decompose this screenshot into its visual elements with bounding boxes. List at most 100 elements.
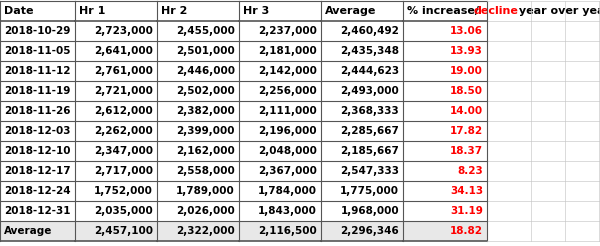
Text: 2,493,000: 2,493,000 — [340, 86, 399, 96]
Bar — [157, 81, 239, 101]
Text: decline: decline — [473, 6, 518, 16]
Text: 2,460,492: 2,460,492 — [340, 26, 399, 36]
Bar — [75, 41, 157, 61]
Bar — [239, 201, 321, 221]
Bar — [75, 1, 157, 21]
Text: 2,322,000: 2,322,000 — [176, 226, 235, 236]
Bar — [0, 81, 75, 101]
Bar — [321, 61, 403, 81]
Bar — [321, 1, 403, 21]
Text: 2,612,000: 2,612,000 — [94, 106, 153, 116]
Text: 17.82: 17.82 — [450, 126, 483, 136]
Bar — [565, 61, 599, 81]
Bar — [157, 141, 239, 161]
Text: 2,723,000: 2,723,000 — [94, 26, 153, 36]
Bar — [531, 41, 565, 61]
Text: 2,347,000: 2,347,000 — [94, 146, 153, 156]
Text: 19.00: 19.00 — [450, 66, 483, 76]
Bar — [531, 81, 565, 101]
Bar — [403, 181, 487, 201]
Bar — [487, 1, 531, 21]
Text: 18.82: 18.82 — [450, 226, 483, 236]
Text: 2,285,667: 2,285,667 — [340, 126, 399, 136]
Text: 31.19: 31.19 — [450, 206, 483, 216]
Text: 1,775,000: 1,775,000 — [340, 186, 399, 196]
Bar — [487, 141, 531, 161]
Bar — [403, 161, 487, 181]
Bar — [487, 101, 531, 121]
Bar — [531, 101, 565, 121]
Bar — [599, 81, 600, 101]
Bar — [75, 81, 157, 101]
Text: 2,455,000: 2,455,000 — [176, 26, 235, 36]
Text: 2,382,000: 2,382,000 — [176, 106, 235, 116]
Bar — [0, 221, 75, 241]
Bar — [157, 41, 239, 61]
Text: Hr 3: Hr 3 — [243, 6, 269, 16]
Text: 1,843,000: 1,843,000 — [258, 206, 317, 216]
Bar — [0, 21, 75, 41]
Bar — [599, 181, 600, 201]
Text: 2,296,346: 2,296,346 — [340, 226, 399, 236]
Text: 2,435,348: 2,435,348 — [340, 46, 399, 56]
Bar — [403, 221, 487, 241]
Bar — [239, 181, 321, 201]
Bar — [599, 101, 600, 121]
Bar — [487, 161, 531, 181]
Bar — [321, 21, 403, 41]
Bar — [157, 161, 239, 181]
Text: 2,111,000: 2,111,000 — [258, 106, 317, 116]
Bar — [157, 1, 239, 21]
Text: 2018-12-24: 2018-12-24 — [4, 186, 71, 196]
Bar — [321, 181, 403, 201]
Bar — [565, 221, 599, 241]
Text: 2,367,000: 2,367,000 — [258, 166, 317, 176]
Text: 2018-12-10: 2018-12-10 — [4, 146, 71, 156]
Bar — [531, 181, 565, 201]
Bar — [403, 61, 487, 81]
Bar — [403, 121, 487, 141]
Bar — [321, 121, 403, 141]
Bar — [403, 41, 487, 61]
Bar — [565, 181, 599, 201]
Bar — [487, 121, 531, 141]
Bar — [239, 61, 321, 81]
Bar — [599, 121, 600, 141]
Text: 2018-11-19: 2018-11-19 — [4, 86, 70, 96]
Bar — [75, 181, 157, 201]
Text: 1,784,000: 1,784,000 — [258, 186, 317, 196]
Bar — [239, 21, 321, 41]
Bar — [565, 141, 599, 161]
Text: 2,721,000: 2,721,000 — [94, 86, 153, 96]
Bar — [0, 181, 75, 201]
Bar — [531, 201, 565, 221]
Text: 18.50: 18.50 — [450, 86, 483, 96]
Bar — [565, 1, 599, 21]
Bar — [0, 161, 75, 181]
Text: 2,502,000: 2,502,000 — [176, 86, 235, 96]
Bar — [0, 201, 75, 221]
Bar — [531, 1, 565, 21]
Text: 34.13: 34.13 — [450, 186, 483, 196]
Bar — [599, 1, 600, 21]
Text: year over year: year over year — [515, 6, 600, 16]
Bar — [239, 81, 321, 101]
Text: 2,026,000: 2,026,000 — [176, 206, 235, 216]
Bar — [403, 81, 487, 101]
Text: 2,035,000: 2,035,000 — [94, 206, 153, 216]
Bar — [0, 121, 75, 141]
Bar — [565, 21, 599, 41]
Text: 2,399,000: 2,399,000 — [176, 126, 235, 136]
Text: 2,185,667: 2,185,667 — [340, 146, 399, 156]
Bar — [531, 121, 565, 141]
Bar — [239, 1, 321, 21]
Text: 2,256,000: 2,256,000 — [258, 86, 317, 96]
Bar — [239, 121, 321, 141]
Text: 2,457,100: 2,457,100 — [94, 226, 153, 236]
Text: 2,116,500: 2,116,500 — [258, 226, 317, 236]
Bar — [157, 201, 239, 221]
Text: 2018-12-31: 2018-12-31 — [4, 206, 71, 216]
Bar — [403, 201, 487, 221]
Text: Hr 2: Hr 2 — [161, 6, 187, 16]
Text: 2,761,000: 2,761,000 — [94, 66, 153, 76]
